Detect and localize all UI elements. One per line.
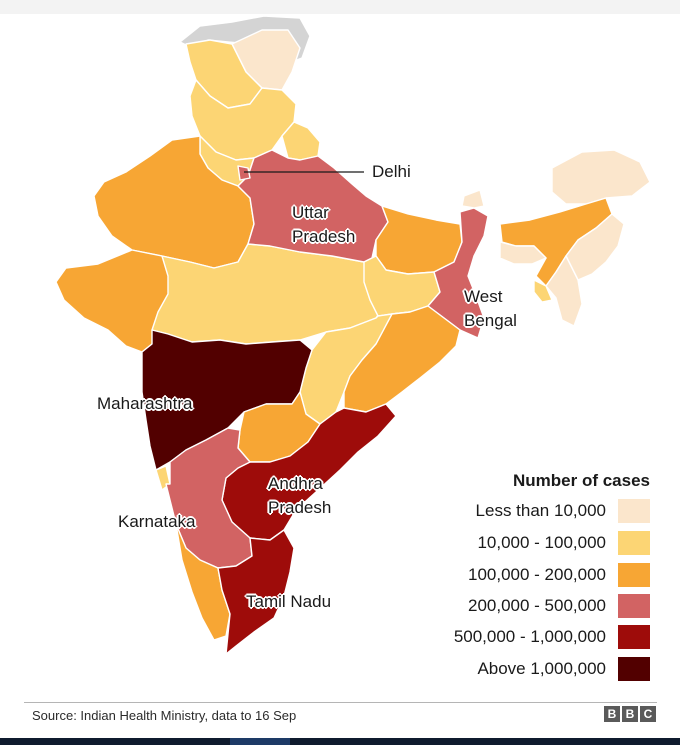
region-karnataka	[165, 427, 253, 569]
legend-swatch	[618, 594, 650, 618]
legend-item: 10,000 - 100,000	[380, 529, 650, 559]
legend-swatch	[618, 657, 650, 681]
legend-label: Less than 10,000	[475, 501, 606, 520]
region-meghalaya	[499, 241, 547, 265]
region-west-bengal	[427, 207, 489, 339]
legend-label: 500,000 - 1,000,000	[453, 627, 606, 646]
legend-swatch	[618, 499, 650, 523]
region-sikkim	[461, 189, 485, 209]
region-delhi	[237, 165, 251, 181]
source-text: Source: Indian Health Ministry, data to …	[32, 708, 297, 723]
label-west-bengal: West Bengal	[464, 287, 517, 330]
label-delhi: Delhi	[372, 162, 411, 181]
legend-label: 200,000 - 500,000	[467, 596, 606, 615]
legend-title: Number of cases	[513, 471, 650, 490]
region-tripura	[533, 279, 553, 303]
top-bar	[0, 0, 680, 14]
bbc-logo-letter: B	[604, 706, 620, 722]
legend-item: 500,000 - 1,000,000	[380, 623, 650, 653]
legend-item: 100,000 - 200,000	[380, 561, 650, 591]
region-mizoram-tripura	[545, 255, 583, 327]
region-kerala	[175, 523, 231, 641]
label-uttar-pradesh: Uttar Pradesh	[292, 203, 356, 246]
bbc-logo-letter: B	[622, 706, 638, 722]
label-karnataka: Karnataka	[118, 512, 196, 531]
region-arunachal	[551, 149, 651, 205]
legend-swatch	[618, 563, 650, 587]
legend-label: 100,000 - 200,000	[467, 565, 606, 584]
legend-label: 10,000 - 100,000	[477, 533, 606, 552]
region-tamil-nadu	[217, 529, 295, 655]
legend-swatch	[618, 531, 650, 555]
legend-item: Above 1,000,000	[380, 655, 650, 685]
label-tamil-nadu: Tamil Nadu	[246, 592, 332, 611]
region-odisha	[343, 305, 461, 413]
bottom-bar	[0, 738, 680, 745]
label-maharashtra: Maharashtra	[97, 394, 193, 413]
bbc-logo: B B C	[604, 706, 656, 722]
source-divider	[24, 702, 657, 703]
legend-item: 200,000 - 500,000	[380, 592, 650, 622]
region-nagaland-manipur	[565, 213, 625, 281]
label-andhra-pradesh: Andhra Pradesh	[268, 474, 332, 517]
bbc-logo-letter: C	[640, 706, 656, 722]
legend-item: Less than 10,000	[380, 497, 650, 527]
legend-swatch	[618, 625, 650, 649]
legend-label: Above 1,000,000	[477, 659, 606, 678]
